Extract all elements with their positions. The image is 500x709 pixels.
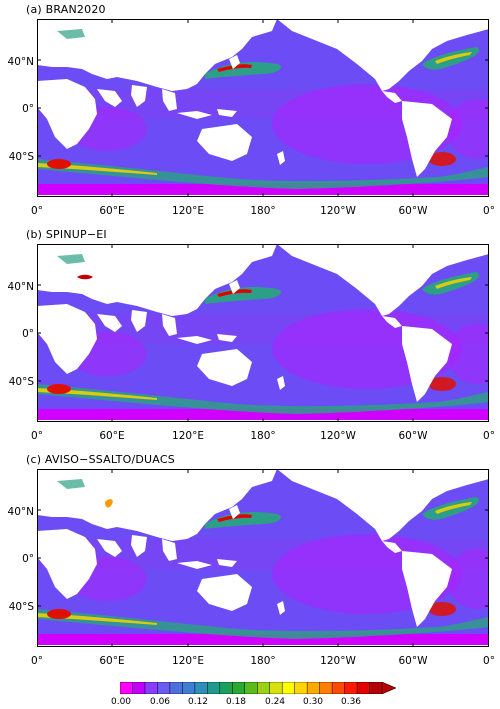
panel-title: (b) SPINUP−EI bbox=[26, 228, 107, 241]
lon-label: 60°E bbox=[99, 205, 125, 217]
colorbar-swatch bbox=[294, 682, 308, 694]
colorbar-label: 0.24 bbox=[264, 697, 286, 707]
lon-label: 0° bbox=[483, 430, 495, 442]
lon-label: 0° bbox=[31, 430, 43, 442]
map-panel-c: (c) AVISO−SSALTO/DUACS 40°N 0° 40°S 0° 6… bbox=[0, 450, 500, 675]
colorbar-swatch bbox=[306, 682, 321, 694]
map-panel-a: (a) BRAN2020 40°N 0° 40°S 0° 60°E 120°E … bbox=[0, 0, 500, 225]
ocean-map bbox=[37, 19, 489, 197]
lat-label-0: 0° bbox=[22, 553, 34, 565]
colorbar-swatch bbox=[194, 682, 208, 694]
colorbar-swatch bbox=[356, 682, 371, 694]
lon-label: 120°E bbox=[172, 655, 204, 667]
lon-label: 120°W bbox=[320, 430, 356, 442]
colorbar-swatch bbox=[319, 682, 333, 694]
lon-label: 120°W bbox=[320, 655, 356, 667]
lon-label: 0° bbox=[483, 655, 495, 667]
colorbar-swatch bbox=[120, 682, 134, 694]
colorbar-label: 0.36 bbox=[340, 697, 362, 707]
colorbar-swatch bbox=[369, 682, 383, 694]
lat-label-40s: 40°S bbox=[8, 151, 34, 163]
colorbar-swatch bbox=[182, 682, 196, 694]
colorbar-label: 0.18 bbox=[225, 697, 247, 707]
colorbar-swatch bbox=[169, 682, 184, 694]
lon-label: 180° bbox=[250, 430, 276, 442]
colorbar-label: 0.12 bbox=[187, 697, 209, 707]
map-area bbox=[37, 244, 489, 422]
map-area bbox=[37, 469, 489, 647]
lat-label-0: 0° bbox=[22, 103, 34, 115]
lon-label: 0° bbox=[31, 655, 43, 667]
hotspot-marker bbox=[77, 274, 93, 280]
lon-label: 180° bbox=[250, 655, 276, 667]
colorbar-swatch bbox=[207, 682, 221, 694]
ocean-map bbox=[37, 244, 489, 422]
colorbar-swatch bbox=[281, 682, 296, 694]
lat-label-40n: 40°N bbox=[7, 56, 34, 68]
colorbar-swatch bbox=[157, 682, 171, 694]
lon-label: 60°W bbox=[398, 205, 428, 217]
colorbar-swatch bbox=[232, 682, 246, 694]
colorbar-swatch bbox=[344, 682, 358, 694]
colorbar-label: 0.00 bbox=[110, 697, 132, 707]
lat-label-40s: 40°S bbox=[8, 376, 34, 388]
panel-title: (a) BRAN2020 bbox=[26, 3, 106, 16]
panel-title: (c) AVISO−SSALTO/DUACS bbox=[26, 453, 175, 466]
lon-label: 0° bbox=[31, 205, 43, 217]
hotspot-marker bbox=[105, 499, 113, 508]
lat-label-40n: 40°N bbox=[7, 281, 34, 293]
colorbar-swatch bbox=[331, 682, 346, 694]
colorbar-swatch bbox=[132, 682, 146, 694]
colorbar-swatch bbox=[144, 682, 159, 694]
lon-label: 60°W bbox=[398, 655, 428, 667]
lon-label: 180° bbox=[250, 205, 276, 217]
colorbar-label: 0.06 bbox=[149, 697, 171, 707]
map-area bbox=[37, 19, 489, 197]
lat-label-0: 0° bbox=[22, 328, 34, 340]
lat-label-40s: 40°S bbox=[8, 601, 34, 613]
colorbar-swatch bbox=[269, 682, 283, 694]
lon-label: 120°E bbox=[172, 205, 204, 217]
colorbar-swatch bbox=[219, 682, 233, 694]
lat-label-40n: 40°N bbox=[7, 506, 34, 518]
map-panel-b: (b) SPINUP−EI 40°N 0° 40°S 0° 60°E 120°E… bbox=[0, 225, 500, 450]
lon-label: 0° bbox=[483, 205, 495, 217]
colorbar-label: 0.30 bbox=[302, 697, 324, 707]
colorbar bbox=[120, 682, 396, 694]
lon-label: 60°W bbox=[398, 430, 428, 442]
colorbar-swatch bbox=[256, 682, 271, 694]
colorbar-swatch bbox=[244, 682, 258, 694]
lon-label: 60°E bbox=[99, 430, 125, 442]
lon-label: 120°W bbox=[320, 205, 356, 217]
ocean-map bbox=[37, 469, 489, 647]
lon-label: 60°E bbox=[99, 655, 125, 667]
lon-label: 120°E bbox=[172, 430, 204, 442]
colorbar-extend-arrow bbox=[381, 682, 396, 694]
